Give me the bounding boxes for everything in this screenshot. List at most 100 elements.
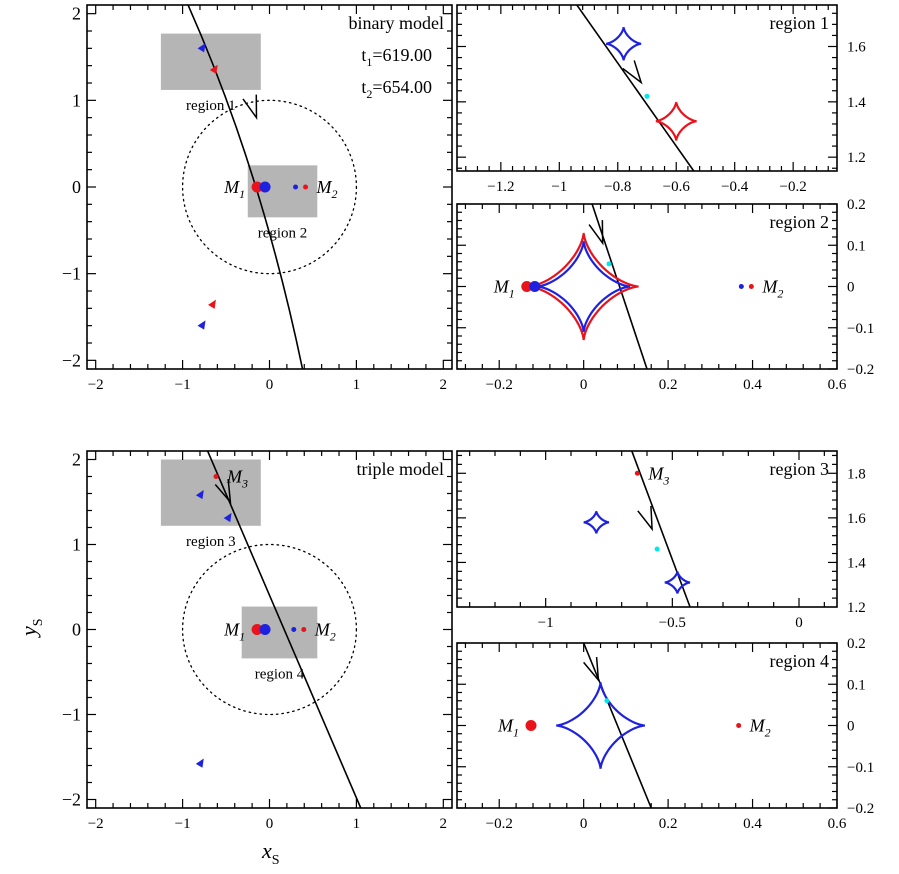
mass-label-1: M1 [223,620,245,644]
region-label: region 4 [255,666,305,682]
x-tick-label: −0.8 [604,179,631,195]
y-tick-label: −1 [62,705,81,725]
mass-label-3-base: M [647,463,664,483]
time-label: t1=619.00 [361,45,432,69]
direction-arrow [622,60,643,85]
time-label-sub: 1 [366,55,372,69]
y-tick-label: 0.2 [847,197,866,213]
y-axis-title-sub: S [31,618,46,626]
y-tick-label: 0.1 [847,238,866,254]
x-tick-label: 2 [440,816,448,832]
region-label: region 2 [258,225,308,241]
panel-title: region 3 [770,459,829,479]
y-tick-label: 0.2 [847,636,866,652]
source-marker [209,64,218,74]
mass-marker [303,184,309,190]
panel-frame [456,4,838,172]
mass-label-2-base: M [761,277,778,297]
mass-marker-blue [291,627,297,632]
plot-area [521,204,754,369]
region-label: region 3 [186,534,236,550]
mass-marker [251,181,263,193]
y-tick-label: 2 [72,450,81,470]
time-label-base: t [361,45,366,65]
x-axis-title: xS [261,838,280,868]
x-tick-label: 1 [353,377,361,393]
source-position-point [644,93,650,99]
einstein-ring [181,99,358,275]
source-trajectory [631,451,691,607]
x-tick-label: −2 [88,816,104,832]
y-tick-label: −0.1 [847,321,874,337]
mass-label-2-sub: 2 [765,726,771,740]
caustic-curve [528,232,639,341]
mass-label-2-sub: 2 [330,630,336,644]
x-tick-label: −1.2 [487,179,514,195]
x-tick-label: −0.4 [721,179,749,195]
x-tick-label: −0.2 [486,816,513,832]
direction-arrow [214,478,232,505]
mass-label-3-sub: 3 [662,473,669,487]
einstein-ring [181,543,358,716]
x-tick-label: 0.4 [743,816,762,832]
source-marker [195,489,204,500]
mass-marker [213,474,219,479]
x-tick-label: −2 [88,377,104,393]
region-box [160,33,261,90]
mass-label-3-base: M [226,467,243,487]
mass-marker-blue [259,181,271,193]
plot-area [583,451,691,607]
y-tick-label: 1.4 [847,95,866,111]
mass-label-1-base: M [493,277,510,297]
x-tick-label: 0 [795,615,803,631]
mass-marker-blue [529,281,541,292]
y-tick-label: 1.8 [847,466,866,482]
y-axis-title-base: y [16,626,41,638]
mass-label-2-base: M [316,177,333,197]
x-tick-label: −1 [551,179,567,195]
mass-label-2: M2 [314,620,336,644]
y-tick-label: 0 [847,719,855,735]
panel-region1: region 1 −1.2 −1 −0.8 −0.6 −0.4 −0.2 1.2 1.4 1.6 [456,4,866,195]
x-tick-label: −1 [538,615,554,631]
direction-arrow [242,94,258,121]
mass-label-1-sub: 1 [239,630,245,644]
source-position-point [604,698,610,704]
mass-marker [748,284,754,289]
region-box [160,459,261,526]
y-tick-label: −0.2 [847,801,874,817]
panel-title: triple model [357,459,444,479]
x-tick-label: 1 [353,816,361,832]
mass-label-2-base: M [749,716,766,736]
caustic-curve [556,682,645,769]
caustic-curve [605,26,642,61]
mass-label-1-sub: 1 [509,287,515,301]
mass-label-2: M2 [761,277,783,301]
x-tick-label: 0.2 [659,816,678,832]
y-tick-label: 1.6 [847,40,866,56]
mass-label-2: M2 [316,177,338,201]
caustic-curve [537,241,631,332]
x-tick-label: 0 [266,816,274,832]
panel-title: region 1 [770,13,829,33]
y-tick-label: 1 [72,90,81,110]
source-marker [197,43,206,53]
mass-label-2-sub: 2 [332,187,338,201]
x-tick-label: 0 [266,377,274,393]
x-tick-label: −0.5 [659,615,686,631]
y-tick-label: 0.1 [847,677,866,693]
mass-marker [525,720,537,731]
mass-label-1-base: M [223,620,240,640]
x-tick-label: −0.2 [486,377,513,393]
time-label-value: =654.00 [372,77,432,97]
caustic-curve [655,101,697,141]
mass-marker [251,624,263,635]
mass-label-1-base: M [497,716,514,736]
y-tick-label: 0 [847,280,855,296]
mass-label-3: M3 [647,463,669,487]
source-marker [223,512,232,523]
